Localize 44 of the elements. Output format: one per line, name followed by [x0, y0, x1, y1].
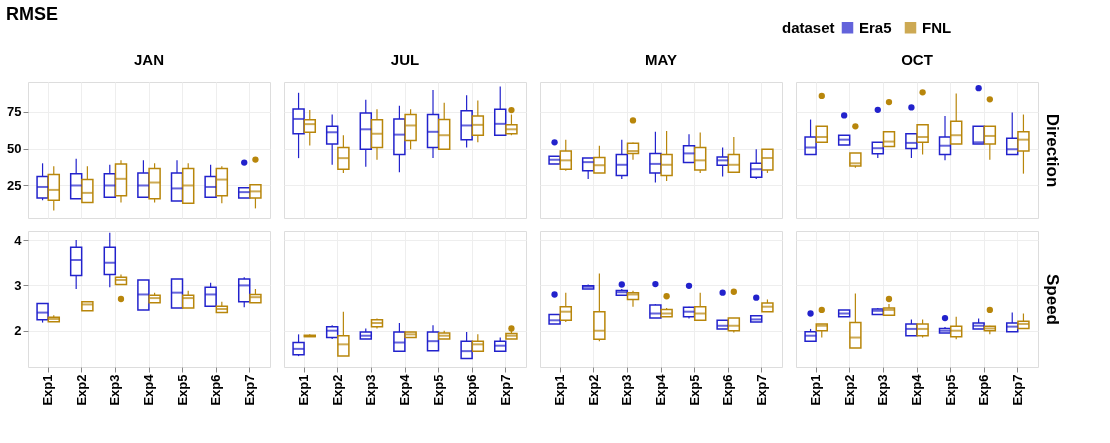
x-tick-label: Exp6	[464, 374, 480, 406]
x-tick-label: Exp6	[720, 374, 736, 406]
x-tick-label: Exp7	[753, 374, 769, 406]
x-tick-label: Exp5	[174, 374, 190, 406]
x-tick-label: Exp5	[430, 374, 446, 406]
x-tick-label: Exp4	[909, 373, 924, 406]
x-tick-label: Exp2	[585, 374, 601, 406]
x-tick-label: Exp3	[363, 374, 379, 406]
y-tick-label: 2	[14, 323, 22, 339]
y2-axis-title: Direction	[1042, 113, 1062, 188]
x-tick-label: Exp3	[875, 374, 891, 406]
x-tick-label: Exp5	[686, 374, 702, 406]
x-tick-label: Exp7	[241, 374, 257, 406]
y-tick-label: 50	[7, 141, 22, 157]
x-tick-label: Exp5	[942, 374, 958, 406]
x-tick-label: Exp7	[497, 374, 513, 406]
x-tick-label: Exp1	[296, 374, 312, 406]
x-tick-label: Exp2	[73, 374, 89, 406]
legend-label: Era5	[859, 18, 892, 36]
y-tick-label: 25	[7, 177, 22, 193]
chart-title: JAN	[133, 51, 165, 68]
chart-title: MAY	[645, 51, 677, 68]
x-tick-label: Exp4	[141, 373, 156, 406]
text: RMSE	[6, 4, 59, 24]
chart-title: JUL	[390, 51, 420, 68]
legend-label: FNL	[922, 18, 952, 36]
x-tick-label: Exp1	[40, 374, 56, 406]
x-tick-label: Exp3	[619, 374, 635, 406]
y-tick-label: 75	[7, 104, 22, 120]
x-tick-label: Exp3	[107, 374, 123, 406]
chart-title: OCT	[901, 51, 933, 68]
x-tick-label: Exp1	[552, 374, 568, 406]
x-tick-label: Exp1	[808, 374, 824, 406]
x-tick-label: Exp7	[1009, 374, 1025, 406]
y-tick-label: 4	[14, 232, 23, 248]
y2-axis-title: Speed	[1042, 273, 1062, 326]
legend-title: dataset	[782, 19, 835, 36]
x-tick-label: Exp4	[397, 373, 412, 406]
y-tick-label: 3	[14, 277, 22, 293]
x-tick-label: Exp2	[841, 374, 857, 406]
x-tick-label: Exp6	[208, 374, 224, 406]
x-tick-label: Exp2	[329, 374, 345, 406]
x-tick-label: Exp4	[653, 373, 668, 406]
x-tick-label: Exp6	[976, 374, 992, 406]
